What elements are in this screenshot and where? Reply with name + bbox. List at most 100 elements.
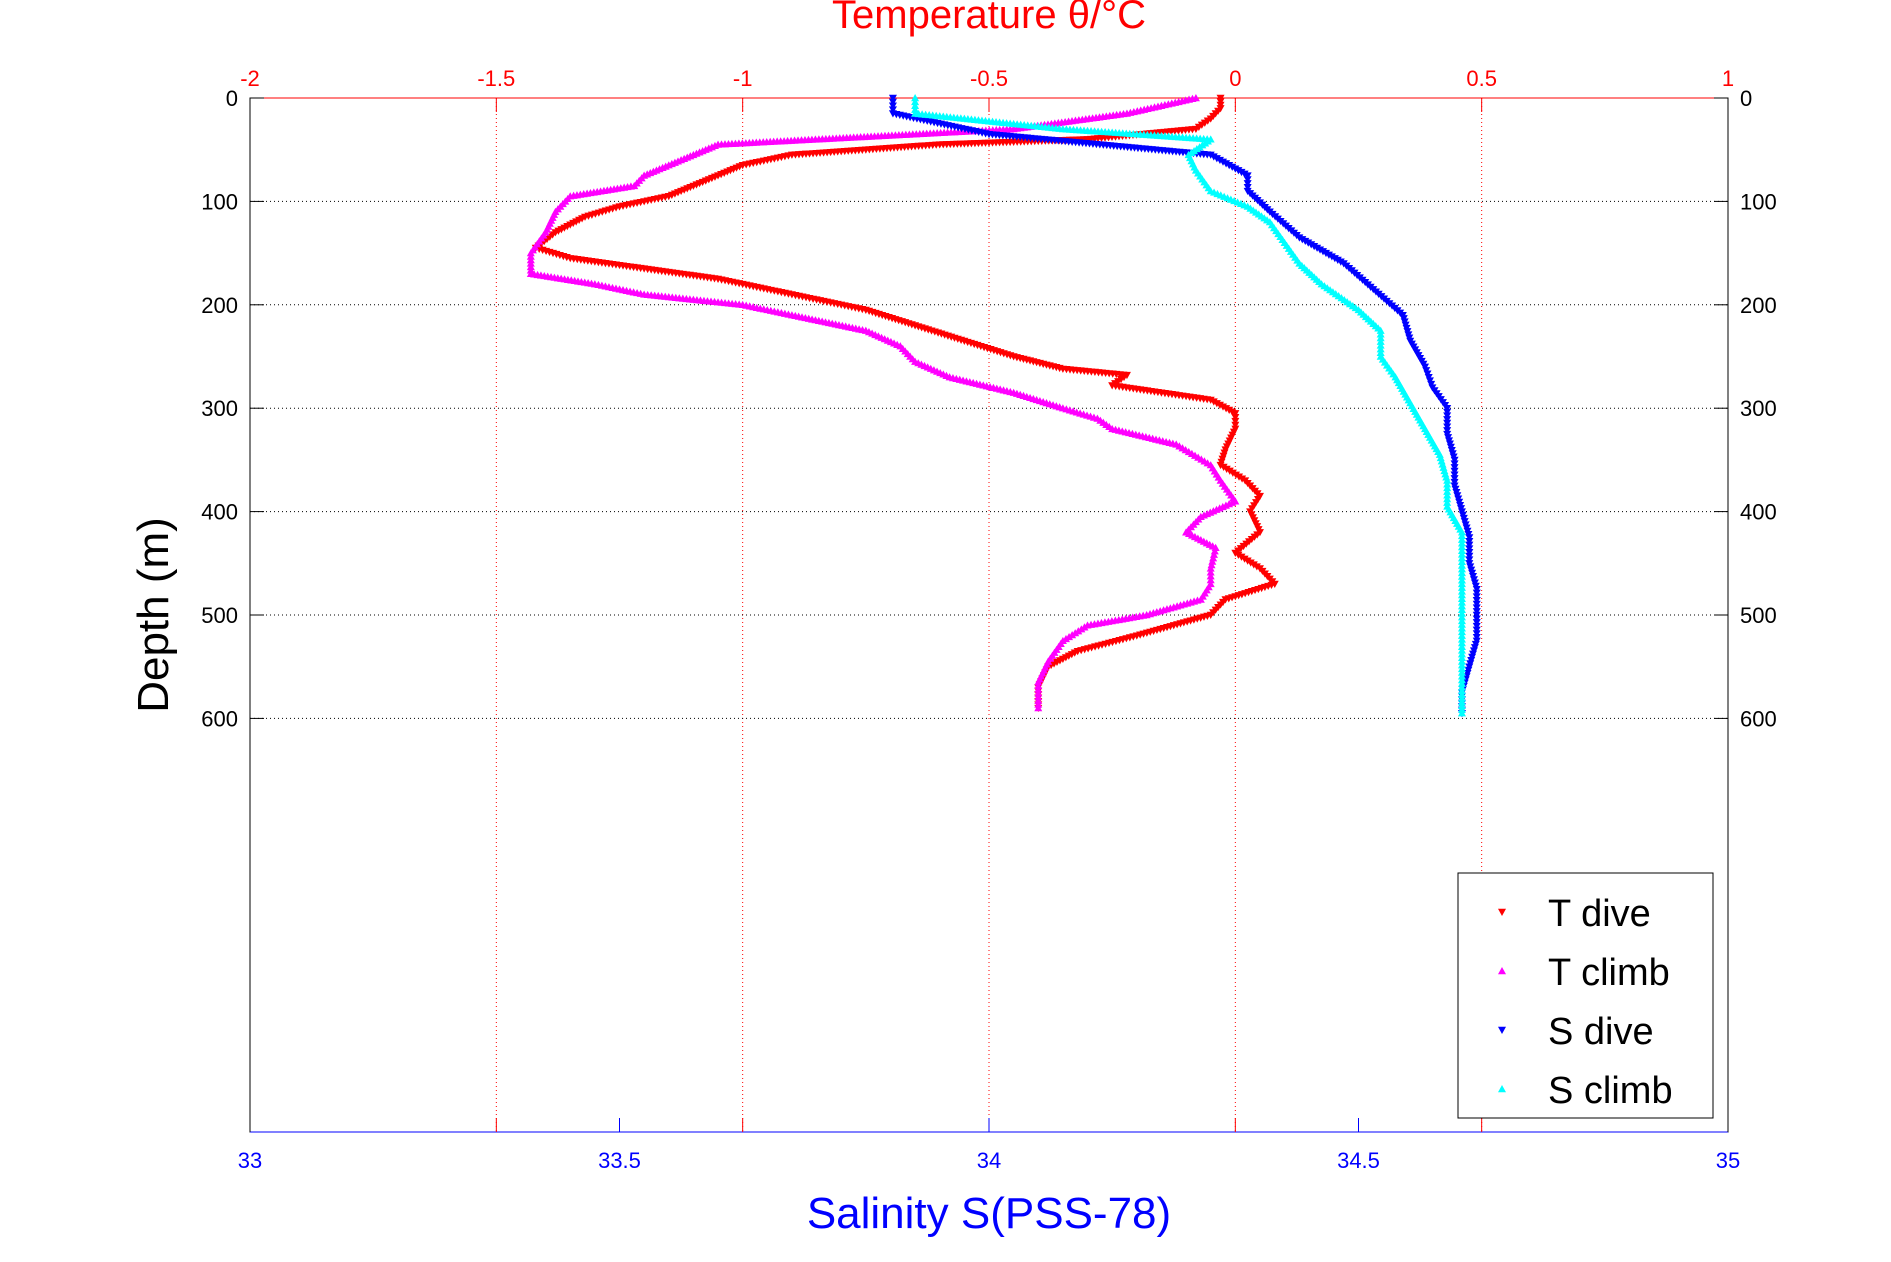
- data-point: [1243, 180, 1252, 188]
- data-point: [1457, 635, 1466, 643]
- data-point: [1450, 475, 1459, 483]
- data-point: [1457, 639, 1466, 647]
- data-point: [1443, 405, 1452, 413]
- data-point: [1443, 480, 1452, 488]
- data-point: [1457, 694, 1466, 702]
- data-point: [1472, 585, 1481, 594]
- data-point: [1209, 550, 1218, 558]
- data-point: [1457, 602, 1466, 610]
- data-point: [1457, 587, 1466, 595]
- x-bottom-tick-label: 34: [977, 1148, 1001, 1173]
- data-point: [1465, 556, 1474, 564]
- data-point: [1231, 421, 1240, 430]
- data-point: [1207, 561, 1216, 569]
- data-point: [1457, 679, 1466, 687]
- data-point: [1243, 172, 1252, 180]
- y-tick-label-left: 400: [201, 500, 238, 525]
- y-tick-label-right: 300: [1740, 396, 1777, 421]
- data-point: [1231, 414, 1240, 422]
- data-point: [1472, 604, 1481, 612]
- data-point: [1034, 681, 1043, 690]
- y-axis-title: Depth (m): [129, 517, 178, 713]
- y-tick-label-left: 100: [201, 189, 238, 214]
- data-point: [1206, 568, 1215, 576]
- data-point: [1443, 408, 1452, 416]
- y-tick-label-left: 600: [201, 706, 238, 731]
- x-bottom-tick-label: 33: [238, 1148, 262, 1173]
- data-point: [1472, 622, 1481, 631]
- y-tick-label-left: 300: [201, 396, 238, 421]
- data-point: [1034, 696, 1043, 704]
- data-point: [1457, 668, 1466, 676]
- data-point: [1457, 690, 1466, 698]
- data-point: [1472, 597, 1481, 605]
- data-point: [1450, 467, 1459, 475]
- legend: T dive T climb S dive S climb: [1457, 872, 1714, 1119]
- x-top-tick-label: 0.5: [1466, 66, 1497, 91]
- data-point: [1457, 554, 1466, 562]
- data-point: [1443, 416, 1452, 424]
- data-point: [1443, 487, 1452, 495]
- data-point: [1457, 650, 1466, 658]
- data-point: [1443, 491, 1452, 499]
- data-point: [1376, 334, 1385, 342]
- legend-label: T dive: [1548, 893, 1651, 935]
- data-point: [1450, 478, 1459, 487]
- data-point: [1457, 605, 1466, 614]
- data-point: [1443, 412, 1452, 420]
- data-point: [1234, 551, 1243, 559]
- data-point: [1457, 528, 1466, 536]
- data-point: [1376, 330, 1385, 338]
- data-point: [911, 101, 920, 109]
- data-point: [1219, 463, 1228, 472]
- data-point: [1034, 689, 1043, 697]
- data-point: [911, 97, 920, 106]
- data-point: [1457, 661, 1466, 669]
- legend-marker: [1498, 908, 1506, 916]
- legend-box: [1457, 872, 1714, 1119]
- axes: -2 -1.5 -1 -0.5 0 0.5 1 33 33.5 34 34.5 35 0 0 100 100 2…: [201, 66, 1776, 1173]
- y-tick-label-right: 200: [1740, 293, 1777, 318]
- data-point: [1034, 678, 1043, 686]
- data-point: [1457, 598, 1466, 606]
- data-point: [1211, 543, 1220, 551]
- data-point: [1465, 541, 1474, 549]
- data-point: [1228, 469, 1237, 477]
- data-point: [1210, 547, 1219, 555]
- data-point: [911, 94, 920, 102]
- data-point: [1457, 594, 1466, 602]
- data-point: [1252, 563, 1261, 571]
- legend-label: T climb: [1548, 952, 1670, 994]
- data-point: [1450, 456, 1459, 464]
- data-point: [1231, 417, 1240, 426]
- data-point: [1457, 620, 1466, 628]
- data-point: [1457, 624, 1466, 632]
- x-top-tick-label: -1: [733, 66, 753, 91]
- data-point: [1457, 546, 1466, 554]
- data-point: [1465, 549, 1474, 557]
- data-point: [1472, 626, 1481, 634]
- data-point: [888, 98, 897, 106]
- data-point: [1457, 557, 1466, 566]
- data-point: [1222, 465, 1231, 473]
- data-point: [1457, 675, 1466, 684]
- data-point: [1472, 633, 1481, 642]
- data-point: [1376, 341, 1385, 349]
- data-point: [1450, 460, 1459, 468]
- x-bottom-tick-label: 34.5: [1337, 1148, 1380, 1173]
- data-point: [1465, 534, 1474, 542]
- data-point: [1457, 568, 1466, 577]
- data-point: [888, 102, 897, 110]
- data-point: [1457, 565, 1466, 573]
- data-point: [1472, 589, 1481, 597]
- data-point: [1457, 561, 1466, 569]
- data-point: [1443, 483, 1452, 492]
- data-point: [1443, 498, 1452, 506]
- data-point: [1472, 619, 1481, 627]
- data-point: [1206, 572, 1215, 580]
- x-top-tick-label: -2: [240, 66, 260, 91]
- y-tick-label-right: 500: [1740, 603, 1777, 628]
- y-tick-label-left: 500: [201, 603, 238, 628]
- data-point: [1457, 698, 1466, 706]
